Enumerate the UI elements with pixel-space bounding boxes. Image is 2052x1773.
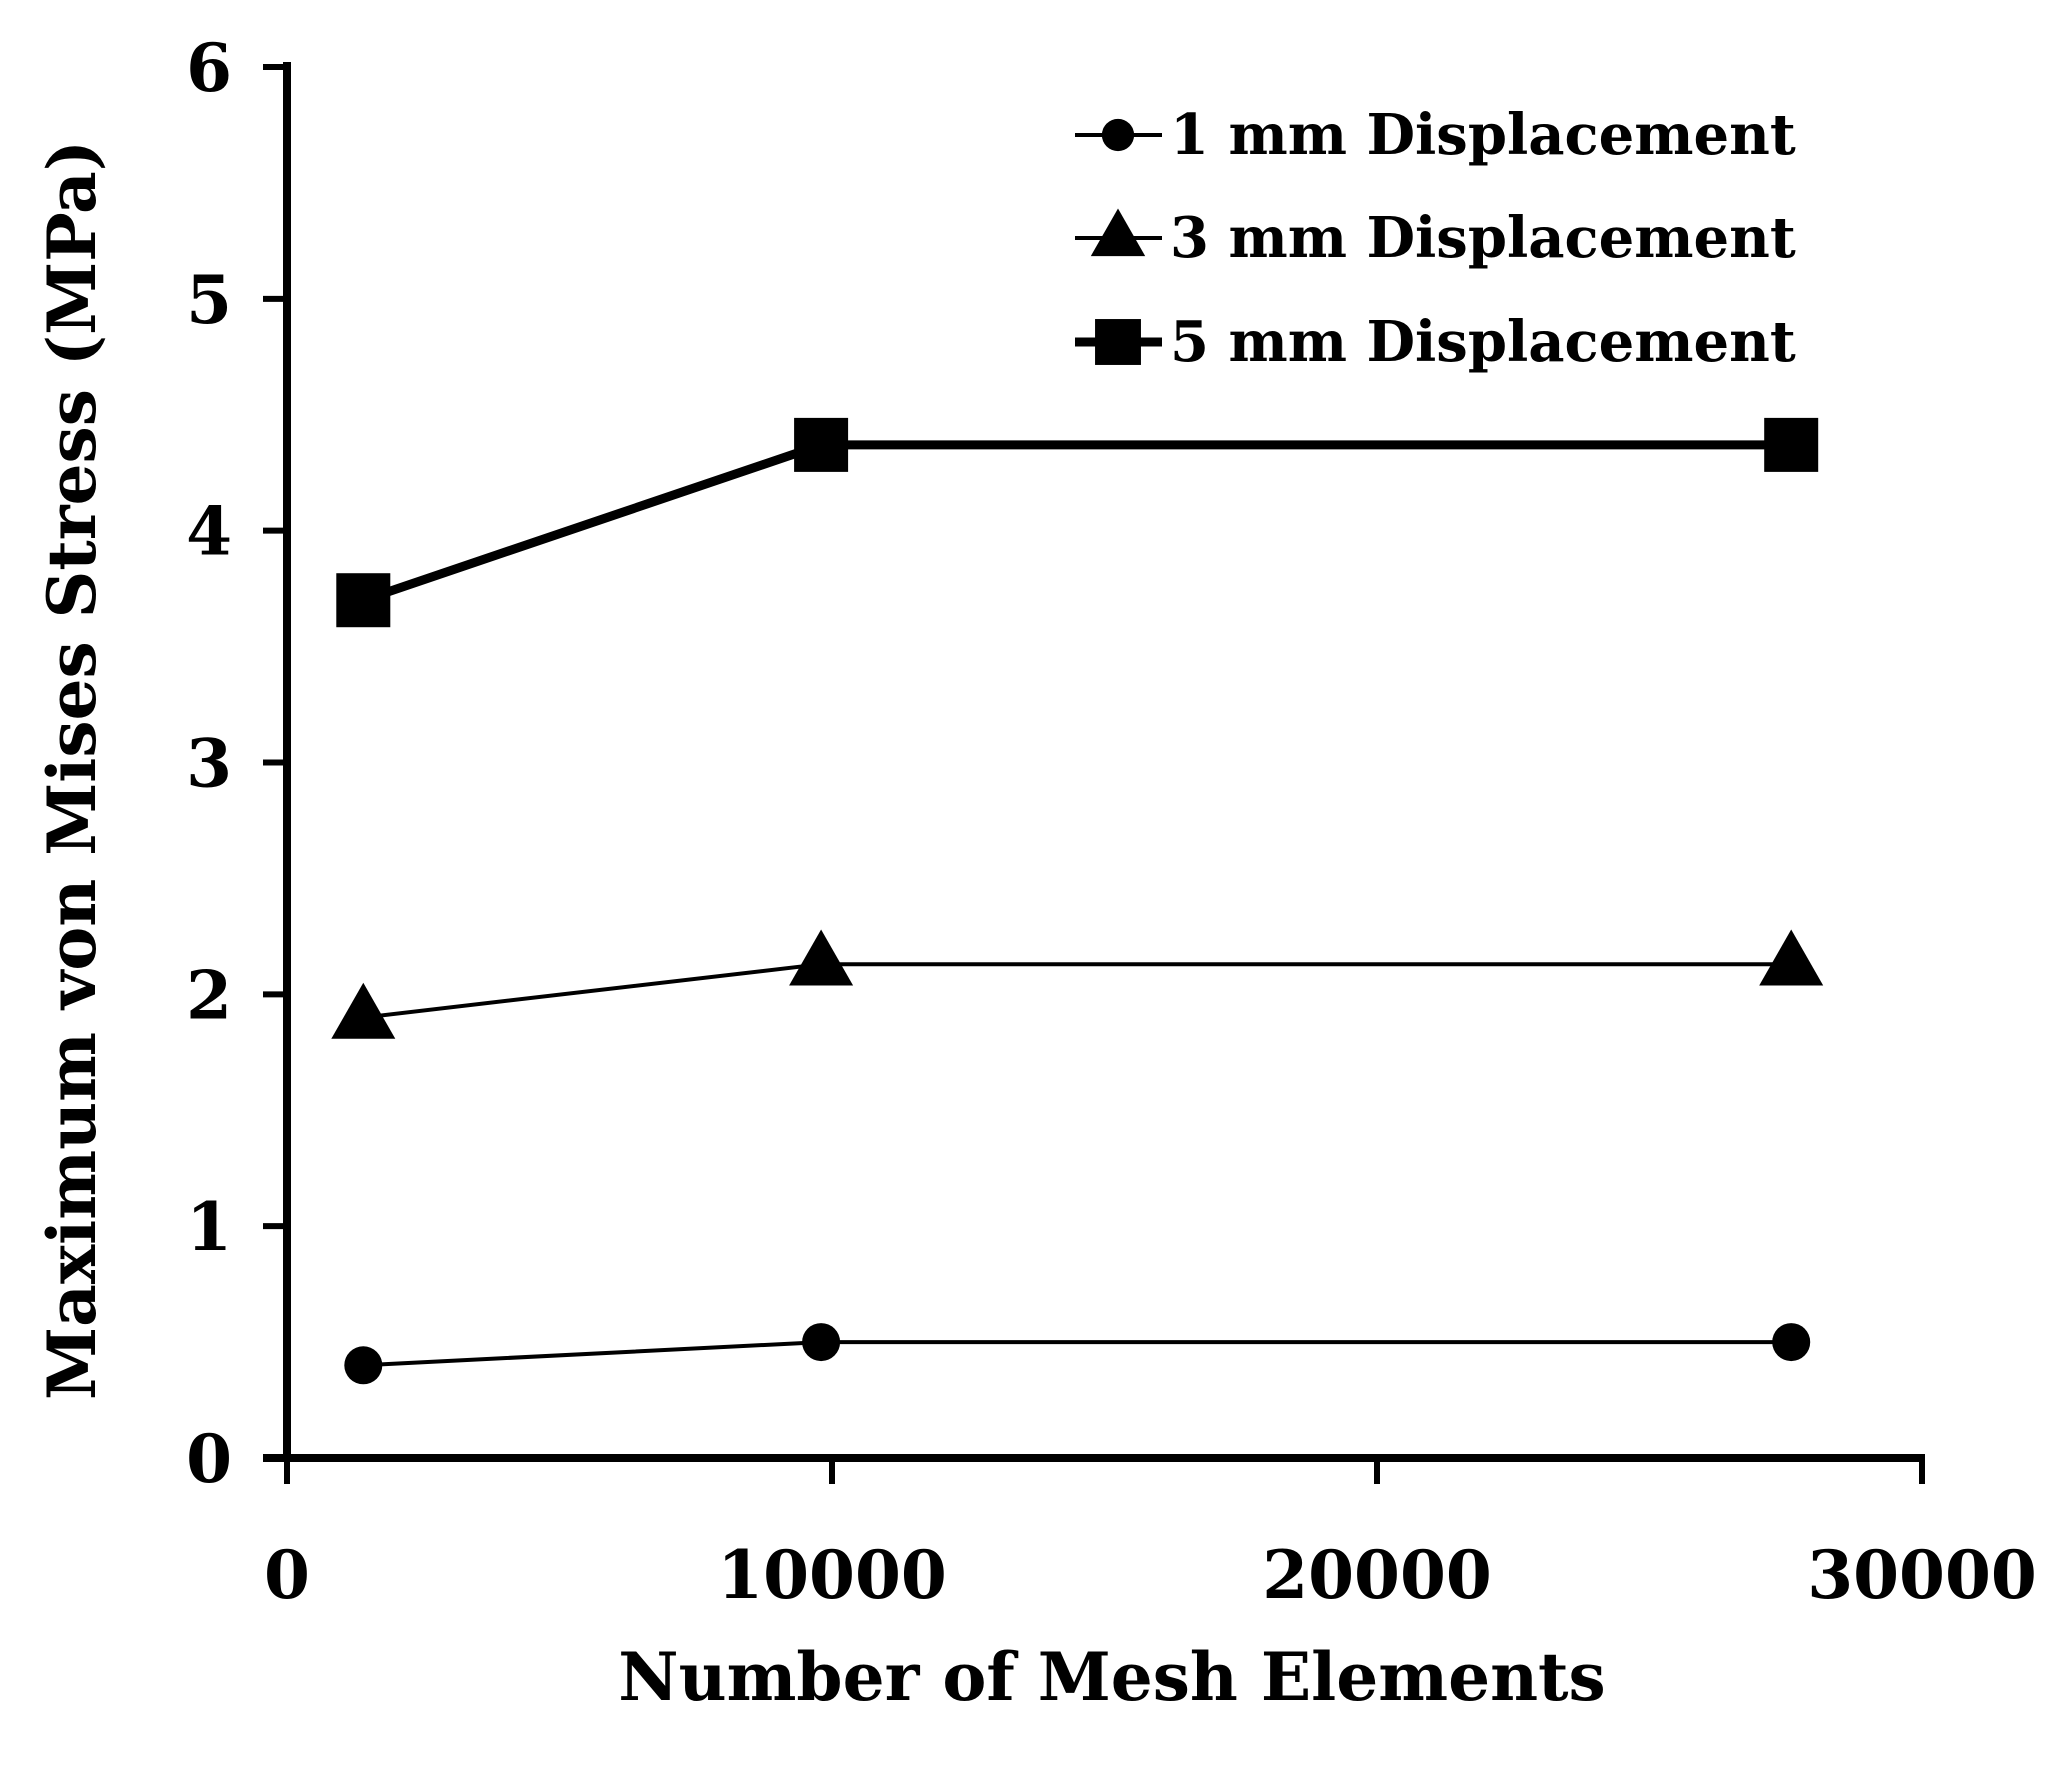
series-2 — [331, 929, 1824, 1039]
legend-marker-circle — [1101, 118, 1135, 152]
y-tick-label: 5 — [186, 261, 232, 339]
data-point-circle — [1772, 1323, 1811, 1362]
series-1 — [344, 1323, 1811, 1385]
legend-label: 5 mm Displacement — [1170, 309, 1796, 375]
legend-marker-triangle — [1090, 208, 1146, 257]
y-axis-title: Maximum von Mises Stress (MPa) — [33, 140, 111, 1400]
x-axis-ticks: 0 10000 20000 30000 — [264, 1458, 2037, 1614]
x-tick-label: 20000 — [1262, 1536, 1492, 1614]
legend-item: 5 mm Displacement — [1075, 309, 1796, 375]
legend-item: 1 mm Displacement — [1075, 102, 1796, 168]
series-layer — [331, 417, 1824, 1385]
y-tick-label: 3 — [186, 725, 232, 803]
data-point-square — [794, 417, 849, 472]
data-point-triangle — [789, 929, 854, 986]
y-tick-label: 1 — [186, 1188, 232, 1266]
data-point-circle — [344, 1346, 383, 1385]
legend-label: 3 mm Displacement — [1170, 205, 1796, 271]
y-tick-label: 0 — [186, 1420, 232, 1498]
x-axis-title: Number of Mesh Elements — [618, 1638, 1605, 1716]
x-tick-label: 0 — [264, 1536, 310, 1614]
legend-label: 1 mm Displacement — [1170, 102, 1796, 168]
y-tick-label: 2 — [186, 956, 232, 1034]
legend-marker-square — [1095, 319, 1141, 365]
legend-item: 3 mm Displacement — [1075, 205, 1796, 271]
series-3 — [336, 417, 1819, 628]
y-axis-ticks: 0 1 2 3 4 5 6 — [186, 29, 287, 1498]
y-tick-label: 4 — [186, 493, 232, 571]
legend: 1 mm Displacement 3 mm Displacement 5 mm D… — [1075, 102, 1796, 375]
x-tick-label: 30000 — [1807, 1536, 2037, 1614]
data-point-circle — [802, 1323, 841, 1362]
y-tick-label: 6 — [186, 29, 232, 107]
data-point-square — [1764, 417, 1819, 472]
data-point-triangle — [1759, 929, 1824, 986]
data-point-square — [336, 573, 391, 628]
data-point-triangle — [331, 982, 396, 1039]
x-tick-label: 10000 — [717, 1536, 947, 1614]
